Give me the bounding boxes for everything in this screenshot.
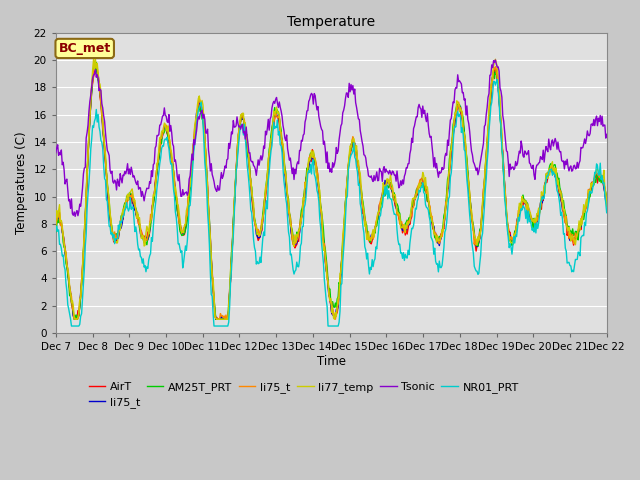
Line: NR01_PRT: NR01_PRT xyxy=(56,80,607,326)
li75_t xyxy=(378,192,386,198)
li77_temp xyxy=(468,216,476,222)
li77_temp xyxy=(422,175,429,180)
Line: li75_t: li75_t xyxy=(56,66,607,319)
AirT xyxy=(151,180,159,185)
AirT xyxy=(303,173,311,179)
Tsonic xyxy=(420,108,428,113)
li77_temp xyxy=(378,194,386,200)
AM25T_PRT xyxy=(303,165,311,171)
AirT xyxy=(92,59,99,64)
Tsonic xyxy=(71,214,79,219)
Y-axis label: Temperatures (C): Temperatures (C) xyxy=(15,132,28,234)
li75_t xyxy=(71,316,79,322)
NR01_PRT xyxy=(68,323,76,329)
Line: Tsonic: Tsonic xyxy=(56,60,607,216)
Tsonic xyxy=(302,116,310,121)
Tsonic xyxy=(150,161,158,167)
li75_t xyxy=(468,221,476,227)
li75_t xyxy=(422,185,429,191)
Tsonic xyxy=(492,57,499,63)
li77_temp xyxy=(92,56,99,61)
Text: BC_met: BC_met xyxy=(59,42,111,55)
li75_t xyxy=(603,199,611,205)
li77_temp xyxy=(71,316,79,322)
NR01_PRT xyxy=(493,77,501,83)
Title: Temperature: Temperature xyxy=(287,15,375,29)
AM25T_PRT xyxy=(151,187,159,192)
Line: AM25T_PRT: AM25T_PRT xyxy=(56,61,607,319)
Tsonic xyxy=(468,148,476,154)
li77_temp xyxy=(303,175,311,180)
li75_t xyxy=(52,224,60,230)
NR01_PRT xyxy=(195,107,202,113)
Tsonic xyxy=(378,169,385,175)
Line: AirT: AirT xyxy=(56,61,607,319)
AirT xyxy=(70,316,78,322)
Tsonic xyxy=(52,150,60,156)
Tsonic xyxy=(195,114,202,120)
AM25T_PRT xyxy=(468,218,476,224)
li75_t xyxy=(378,191,386,197)
Line: li77_temp: li77_temp xyxy=(56,59,607,319)
li77_temp xyxy=(151,185,159,191)
li75_t xyxy=(91,63,99,69)
li75_t xyxy=(303,176,311,181)
li77_temp xyxy=(603,204,611,210)
Tsonic xyxy=(603,132,611,137)
AirT xyxy=(195,97,203,103)
AirT xyxy=(378,193,386,199)
AirT xyxy=(422,184,429,190)
AirT xyxy=(603,201,611,207)
X-axis label: Time: Time xyxy=(317,355,346,368)
AM25T_PRT xyxy=(52,229,60,235)
NR01_PRT xyxy=(603,210,611,216)
NR01_PRT xyxy=(52,228,60,234)
li77_temp xyxy=(52,222,60,228)
AM25T_PRT xyxy=(378,201,386,206)
AM25T_PRT xyxy=(70,316,78,322)
NR01_PRT xyxy=(302,194,310,200)
li75_t xyxy=(52,222,60,228)
li75_t xyxy=(603,201,611,207)
li75_t xyxy=(195,96,203,102)
li77_temp xyxy=(195,93,203,99)
AM25T_PRT xyxy=(603,193,611,199)
li75_t xyxy=(92,61,100,67)
li75_t xyxy=(422,187,429,193)
AirT xyxy=(52,216,60,222)
li75_t xyxy=(151,184,159,190)
li75_t xyxy=(195,99,203,105)
NR01_PRT xyxy=(468,237,476,243)
NR01_PRT xyxy=(420,191,428,197)
Legend: AirT, li75_t, AM25T_PRT, li75_t, li77_temp, Tsonic, NR01_PRT: AirT, li75_t, AM25T_PRT, li75_t, li77_te… xyxy=(84,377,524,413)
AM25T_PRT xyxy=(91,59,99,64)
li75_t xyxy=(303,175,311,180)
AM25T_PRT xyxy=(195,104,203,109)
li75_t xyxy=(72,316,80,322)
li75_t xyxy=(151,182,159,188)
NR01_PRT xyxy=(150,212,158,218)
li75_t xyxy=(468,219,476,225)
AM25T_PRT xyxy=(422,183,429,189)
NR01_PRT xyxy=(378,205,385,211)
AirT xyxy=(468,220,476,226)
Line: li75_t: li75_t xyxy=(56,64,607,319)
